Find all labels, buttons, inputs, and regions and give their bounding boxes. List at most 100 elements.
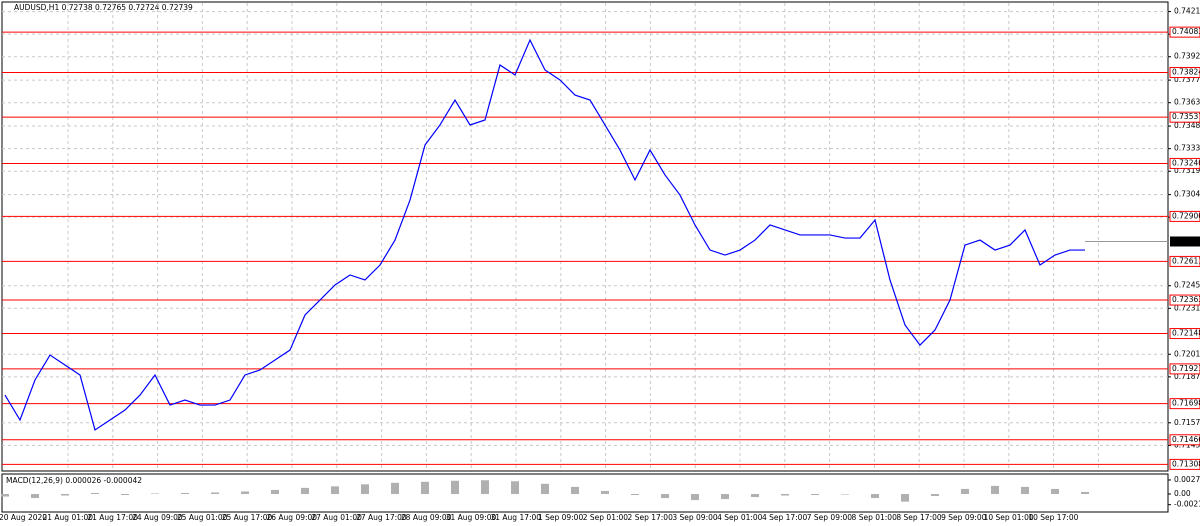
macd-bar [391,482,399,494]
y-tick-label: 0.002754 [1174,475,1200,484]
level-label: 0.73824 [1172,67,1200,76]
macd-bar [751,493,759,498]
macd-bar [1051,488,1059,494]
macd-bar [181,492,189,494]
x-tick-label: 21 Aug 17:00 [87,513,138,522]
x-tick-label: 10 Sep 01:00 [984,513,1034,522]
macd-bar [601,490,609,494]
x-tick-label: 20 Aug 2020 [0,513,47,522]
macd-bar [451,480,459,494]
x-tick-label: 7 Sep 09:00 [807,513,853,522]
level-label: 0.72611 [1172,256,1200,265]
x-tick-label: 9 Sep 09:00 [941,513,987,522]
macd-bar [871,493,879,499]
x-tick-label: 10 Sep 17:00 [1028,513,1078,522]
level-label: 0.72900 [1172,211,1200,220]
level-label: 0.73537 [1172,112,1200,121]
level-tag [1169,434,1200,446]
x-tick-label: 25 Aug 17:00 [222,513,273,522]
macd-bar [961,488,969,494]
y-tick-label: 0.72455 [1174,281,1200,290]
level-label: 0.72363 [1172,295,1200,304]
macd-bar [241,491,249,494]
macd-bar [661,493,669,499]
macd-bar [511,481,519,494]
macd-bar [481,480,489,494]
x-tick-label: 21 Aug 01:00 [43,513,94,522]
macd-bar [721,493,729,500]
x-tick-label: 2 Sep 01:00 [583,513,629,522]
bid-label: 0.72739 [1172,236,1200,245]
x-tick-label: 4 Sep 17:00 [762,513,808,522]
x-tick-label: 31 Aug 17:00 [491,513,542,522]
macd-bar [151,493,159,494]
level-tag [1169,363,1200,375]
x-tick-label: 27 Aug 17:00 [356,513,407,522]
level-tag [1169,294,1200,306]
macd-bar [931,493,939,497]
level-label: 0.71466 [1172,435,1200,444]
level-tag [1169,458,1200,470]
level-label: 0.73240 [1172,158,1200,167]
chart-title: AUDUSD,H1 0.72738 0.72765 0.72724 0.7273… [14,3,193,12]
x-tick-label: 26 Aug 09:00 [267,513,318,522]
macd-bar [271,489,279,494]
y-tick-label: 0.73775 [1174,75,1200,84]
x-tick-label: 8 Sep 01:00 [852,513,898,522]
y-tick-label: 0.73925 [1174,52,1200,61]
level-label: 0.71698 [1172,399,1200,408]
level-tag [1169,157,1200,169]
level-tag [1169,255,1200,267]
x-tick-label: 8 Sep 17:00 [896,513,942,522]
x-tick-label: 25 Aug 01:00 [177,513,228,522]
macd-bar [301,487,309,494]
macd-bar [811,493,819,496]
macd-window [1,473,1169,513]
macd-bar [691,493,699,501]
macd-bar [781,493,789,496]
x-tick-label: 3 Sep 09:00 [672,513,718,522]
level-tag [1169,111,1200,123]
macd-bar [421,481,429,494]
macd-bar [841,493,849,495]
level-tag [1169,66,1200,78]
level-label: 0.71308 [1172,459,1200,468]
y-tick-label: 0.00 [1174,489,1191,498]
macd-bar [31,493,39,499]
bid-tag [1170,236,1200,247]
y-tick-label: 0.73335 [1174,144,1200,153]
y-tick-label: -0.00210 [1174,500,1200,509]
macd-bar [1081,491,1089,494]
macd-bar [571,486,579,494]
macd-bar [901,493,909,502]
x-tick-label: 27 Aug 01:00 [311,513,362,522]
macd-bar [1,493,9,497]
macd-bar [331,486,339,494]
macd-title: MACD(12,26,9) 0.000026 -0.000042 [6,476,142,485]
price-line [4,38,1085,431]
macd-bar [121,493,129,496]
x-tick-label: 28 Aug 09:00 [401,513,452,522]
macd-bar [541,483,549,494]
level-tag [1169,328,1200,340]
macd-bar [991,485,999,494]
y-tick-label: 0.72015 [1174,349,1200,358]
macd-bar [91,492,99,494]
macd-bar [631,493,639,496]
macd-bar [361,484,369,494]
level-tag [1169,398,1200,410]
level-label: 0.71921 [1172,364,1200,373]
level-tag [1169,210,1200,222]
x-tick-label: 31 Aug 09:00 [446,513,497,522]
level-tag [1169,26,1200,38]
x-tick-label: 4 Sep 01:00 [717,513,763,522]
level-label: 0.74083 [1172,27,1200,36]
y-tick-label: 0.74215 [1174,7,1200,16]
